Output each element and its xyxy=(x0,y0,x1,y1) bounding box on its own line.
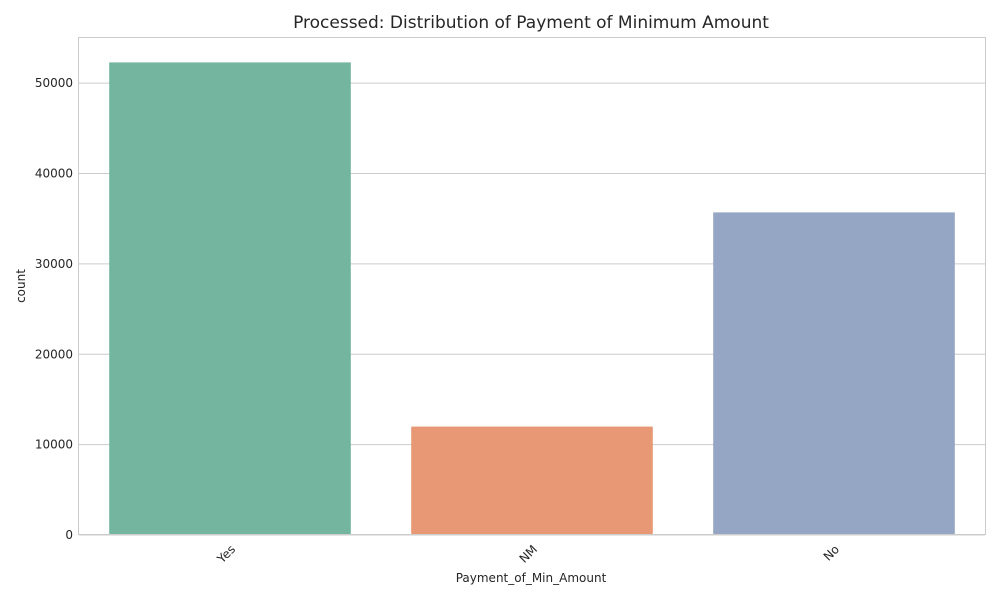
x-tick-labels: Yes NM No xyxy=(214,542,842,566)
x-tick-label: No xyxy=(821,542,842,563)
x-tick-label: NM xyxy=(517,542,541,566)
y-tick-labels: 0 10000 20000 30000 40000 50000 xyxy=(35,76,73,542)
x-axis-label: Payment_of_Min_Amount xyxy=(456,571,607,585)
bar-no xyxy=(713,212,955,535)
bar-nm xyxy=(411,426,653,535)
bars xyxy=(109,62,955,535)
x-tick-label: Yes xyxy=(214,542,238,566)
y-tick-label: 20000 xyxy=(35,347,73,361)
y-tick-label: 10000 xyxy=(35,438,73,452)
y-tick-label: 30000 xyxy=(35,257,73,271)
y-tick-label: 50000 xyxy=(35,76,73,90)
y-tick-label: 0 xyxy=(65,528,73,542)
bar-yes xyxy=(109,62,351,535)
plot-frame xyxy=(78,37,986,535)
chart-title: Processed: Distribution of Payment of Mi… xyxy=(293,13,769,33)
y-tick-label: 40000 xyxy=(35,167,73,181)
y-axis-label: count xyxy=(14,269,28,303)
